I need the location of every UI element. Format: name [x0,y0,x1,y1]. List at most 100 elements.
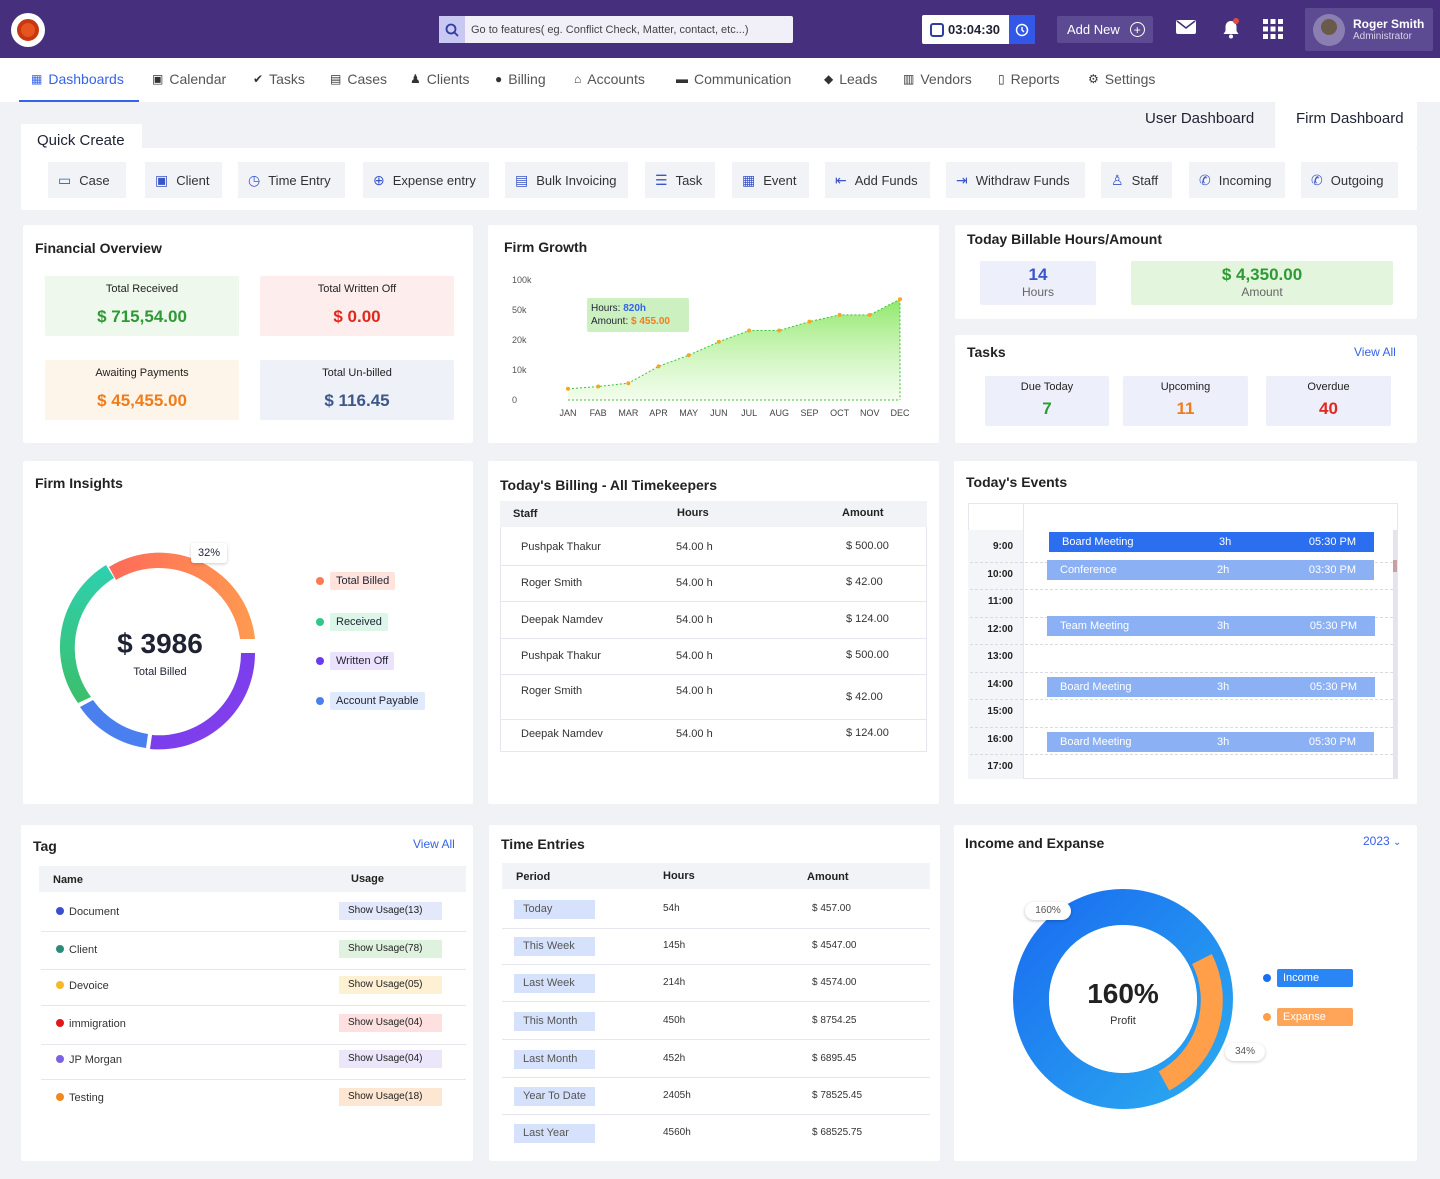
nav-accounts[interactable]: ⌂ Accounts [574,71,645,87]
timeline-gridline [970,699,1393,700]
event-item[interactable]: Team Meeting 3h 05:30 PM [1047,616,1375,636]
avatar [1313,13,1345,46]
events-scroll-thumb[interactable] [1393,560,1397,572]
legend-written-off: Written Off [316,652,395,670]
tag-view-all-link[interactable]: View All [413,837,455,851]
billing-row[interactable]: Roger Smith 54.00 h $ 42.00 [500,565,927,602]
search-bar[interactable]: Go to features( eg. Conflict Check, Matt… [439,16,793,43]
nav-vendors[interactable]: ▥ Vendors [903,71,972,87]
qc-event-button[interactable]: ▦ Event [732,162,809,198]
tag-name: JP Morgan [69,1054,122,1066]
search-icon[interactable] [439,16,465,43]
qc-case-button[interactable]: ▭ Case [48,162,126,198]
app-logo[interactable] [11,13,45,47]
tab-user-dashboard[interactable]: User Dashboard [1145,110,1255,127]
event-item[interactable]: Board Meeting 3h 05:30 PM [1047,677,1375,697]
play-icon[interactable] [930,22,944,37]
row-divider [500,565,927,566]
year-selector[interactable]: 2023 ⌄ [1363,834,1401,848]
billing-staff: Deepak Namdev [521,614,603,626]
row-divider [41,1079,466,1080]
upcoming-stat[interactable]: Upcoming 11 [1123,376,1248,426]
row-divider [500,638,927,639]
qc-task-button[interactable]: ☰ Task [645,162,715,198]
event-item[interactable]: Conference 2h 03:30 PM [1047,560,1374,580]
qc-client-button[interactable]: ▣ Client [145,162,222,198]
stat-label: Total Written Off [317,283,397,295]
bell-icon[interactable] [1221,18,1241,43]
timer-history-icon[interactable] [1009,15,1035,44]
period-pill[interactable]: Last Year [514,1124,595,1143]
todays-billing-title: Today's Billing - All Timekeepers [500,477,718,493]
x-tick-label: OCT [830,408,850,418]
nav-communication[interactable]: ▬ Communication [676,71,791,87]
qc-add-funds-button[interactable]: ⇤ Add Funds [825,162,930,198]
period-pill[interactable]: Last Week [514,974,595,993]
qc-label: Bulk Invoicing [536,172,617,188]
billing-row[interactable]: Roger Smith 54.00 h $ 42.00 [500,673,927,720]
period-pill[interactable]: This Month [514,1012,595,1031]
show-usage-button[interactable]: Show Usage(05) [339,976,442,994]
show-usage-button[interactable]: Show Usage(04) [339,1014,442,1032]
event-time: 05:30 PM [1308,536,1356,548]
active-tab-underline [19,100,139,102]
period-amount: $ 6895.45 [812,1053,857,1064]
nav-calendar[interactable]: ▣ Calendar [152,71,226,87]
nav-clients[interactable]: ♟ Clients [410,71,470,87]
nav-cases[interactable]: ▤ Cases [330,71,387,87]
nav-tasks[interactable]: ✔ Tasks [253,71,305,87]
billing-hours: 54.00 h [676,614,713,626]
tasks-view-all-link[interactable]: View All [1354,345,1396,359]
nav-dashboards[interactable]: ▦ Dashboards [31,71,124,87]
billing-row[interactable]: Deepak Namdev 54.00 h $ 124.00 [500,602,927,639]
nav-settings[interactable]: ⚙ Settings [1088,71,1155,87]
mail-icon[interactable] [1175,18,1197,39]
tag-row: immigration Show Usage(04) [41,1007,466,1045]
billing-row[interactable]: Deepak Namdev 54.00 h $ 124.00 [500,716,927,752]
event-item[interactable]: Board Meeting 3h 05:30 PM [1049,532,1374,552]
billing-row[interactable]: Pushpak Thakur 54.00 h $ 500.00 [500,638,927,675]
firm-growth-chart: 100k 50k 20k 10k 0 JAN FAB MAR APR MAY JUN JUL AUG S… [512,275,910,418]
row-divider [41,931,466,932]
billing-amount: $ 42.00 [846,691,883,703]
tab-firm-dashboard[interactable]: Firm Dashboard [1296,110,1404,127]
event-title: Conference [1060,564,1117,576]
nav-billing[interactable]: ● Billing [495,71,546,87]
overdue-stat[interactable]: Overdue 40 [1266,376,1391,426]
period-pill[interactable]: This Week [514,937,595,956]
period-pill[interactable]: Last Month [514,1050,595,1069]
billing-staff: Deepak Namdev [521,728,603,740]
billing-row[interactable]: Pushpak Thakur 54.00 h $ 500.00 [500,529,927,566]
nav-reports[interactable]: ▯ Reports [998,71,1060,87]
time-entry-row: Today 54h $ 457.00 [502,891,930,929]
qc-bulk-invoicing-button[interactable]: ▤ Bulk Invoicing [505,162,628,198]
show-usage-button[interactable]: Show Usage(18) [339,1088,442,1106]
qc-withdraw-funds-button[interactable]: ⇥ Withdraw Funds [946,162,1085,198]
work-timer[interactable]: 03:04:30 [922,15,1035,44]
event-title: Board Meeting [1060,736,1132,748]
search-placeholder[interactable]: Go to features( eg. Conflict Check, Matt… [471,23,749,36]
due-today-stat[interactable]: Due Today 7 [985,376,1109,426]
show-usage-button[interactable]: Show Usage(13) [339,902,442,920]
time-entry-row: This Month 450h $ 8754.25 [502,1003,930,1040]
financial-overview-title: Financial Overview [35,240,162,256]
qc-outgoing-button[interactable]: ✆ Outgoing [1301,162,1398,198]
show-usage-button[interactable]: Show Usage(04) [339,1050,442,1068]
period-pill[interactable]: Today [514,900,595,919]
qc-incoming-button[interactable]: ✆ Incoming [1189,162,1285,198]
qc-staff-button[interactable]: ♙ Staff [1101,162,1172,198]
add-new-button[interactable]: Add New + [1057,16,1153,43]
qc-expense-entry-button[interactable]: ⊕ Expense entry [363,162,489,198]
show-usage-button[interactable]: Show Usage(78) [339,940,442,958]
period-pill[interactable]: Year To Date [514,1087,595,1106]
growth-line [567,298,901,390]
event-duration: 3h [1217,736,1230,748]
qc-time-entry-button[interactable]: ◷ Time Entry [238,162,345,198]
apps-grid-icon[interactable] [1262,18,1284,43]
nav-leads[interactable]: ◆ Leads [824,71,877,87]
user-menu[interactable]: Roger Smith Administrator [1305,8,1433,51]
billing-staff: Roger Smith [521,685,583,697]
timeline-hour: 15:00 [987,706,1013,717]
event-item[interactable]: Board Meeting 3h 05:30 PM [1047,732,1374,752]
events-scrollbar[interactable] [1393,530,1397,778]
